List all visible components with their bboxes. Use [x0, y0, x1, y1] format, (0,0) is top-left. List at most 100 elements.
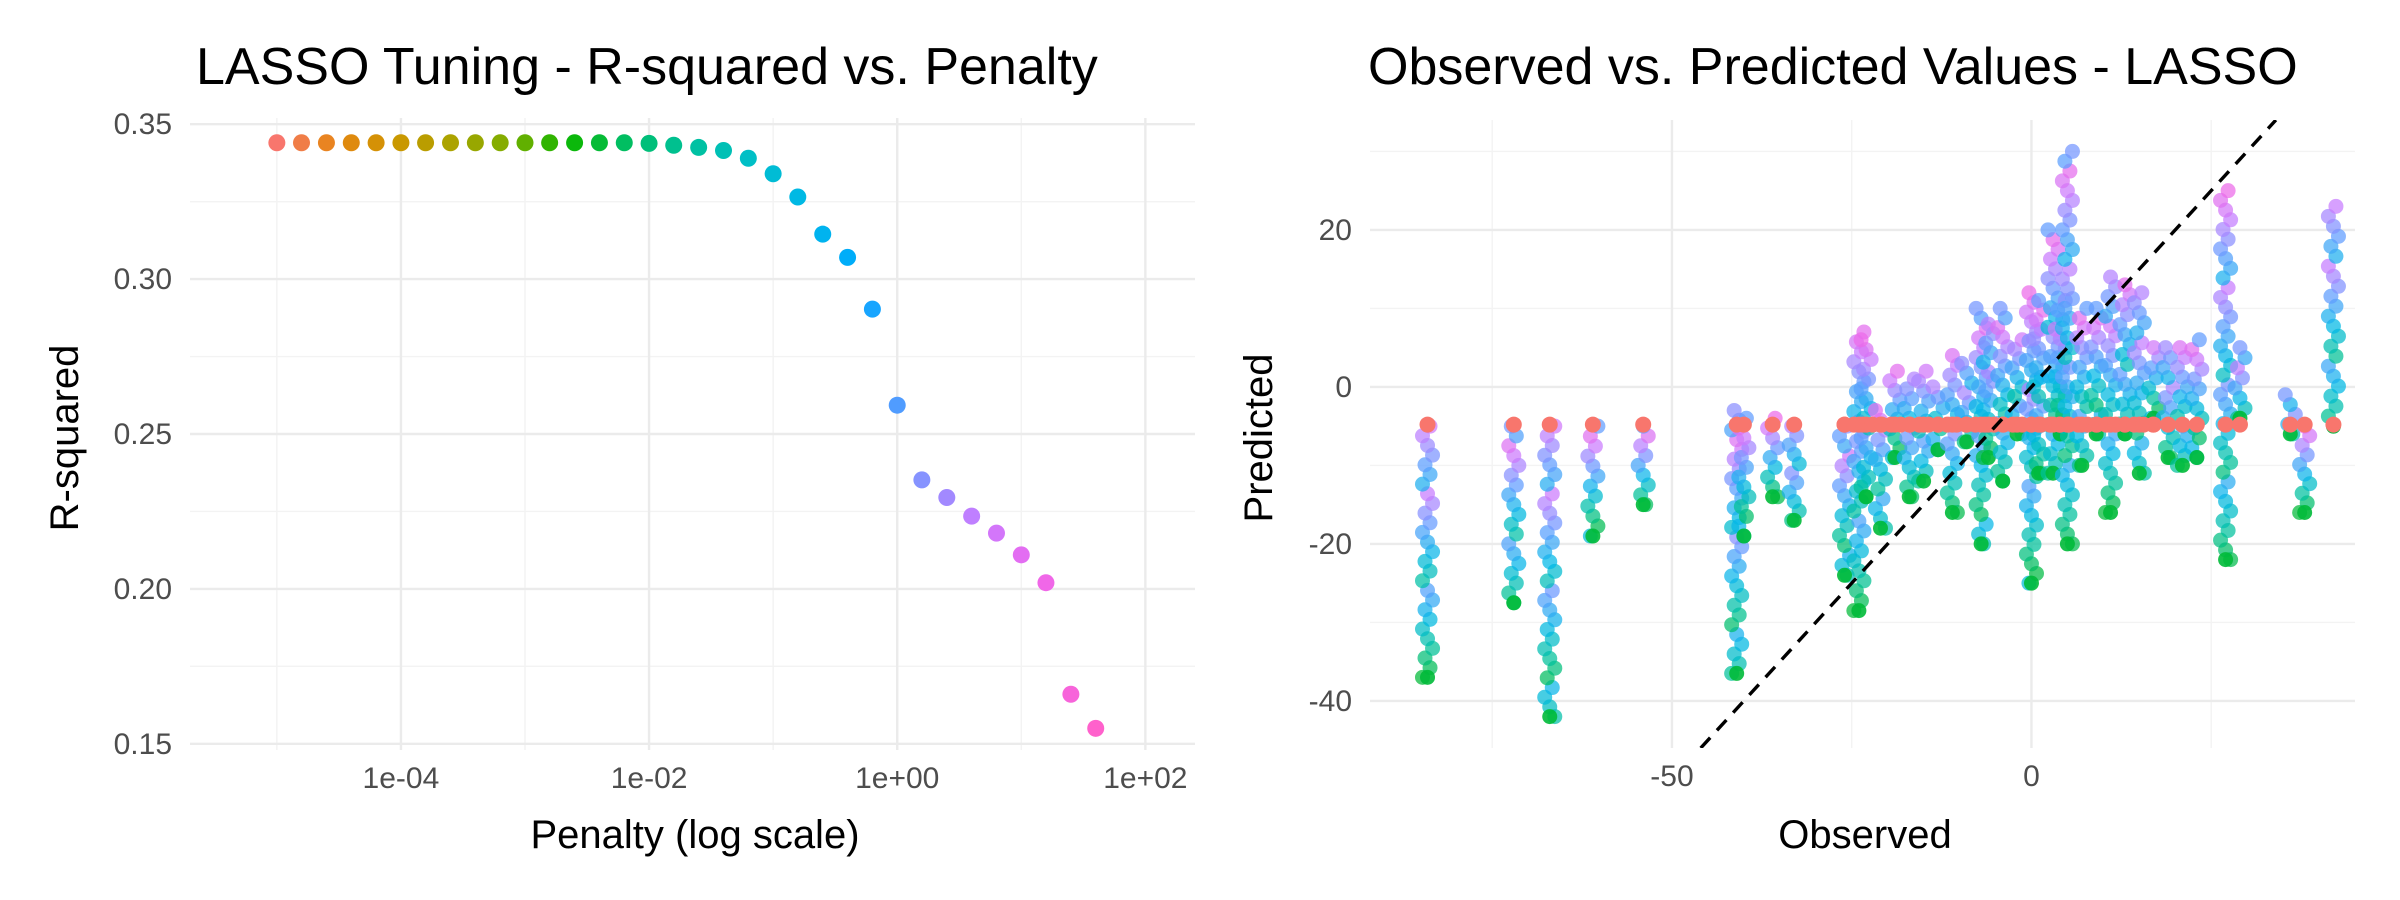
floor-point [2231, 416, 2248, 433]
tuning-point [342, 134, 360, 152]
observed-column [2292, 418, 2318, 520]
x-tick-label: -50 [1650, 760, 1693, 793]
prediction-point [1837, 567, 1853, 583]
observed-column [2213, 183, 2239, 568]
prediction-point [1916, 473, 1932, 489]
floor-predictions [1419, 416, 2342, 433]
tuning-point [938, 489, 956, 507]
prediction-point [1980, 450, 1996, 466]
prediction-point [1992, 300, 2008, 316]
prediction-point [1995, 473, 2011, 489]
observed-column [2184, 332, 2210, 466]
observed-predicted-points [1414, 143, 2346, 725]
prediction-point [2074, 457, 2090, 473]
tuning-point [417, 134, 435, 152]
floor-point [1764, 416, 1781, 433]
tuning-y-axis-title: R-squared [43, 345, 87, 532]
prediction-point [1420, 669, 1436, 685]
tuning-point [665, 136, 683, 154]
tuning-point [839, 248, 857, 266]
prediction-point [1872, 520, 1888, 536]
prediction-point [2103, 505, 2119, 520]
floor-point [1419, 416, 1436, 433]
floor-point [2325, 416, 2342, 433]
tuning-y-tick-labels: 0.15 0.20 0.25 0.30 0.35 [114, 108, 172, 761]
tuning-point [640, 134, 658, 152]
tuning-point [615, 134, 633, 152]
y-tick-label: 0.15 [114, 728, 172, 761]
prediction-point [1925, 379, 1941, 395]
prediction-point [1765, 489, 1781, 505]
tuning-point [590, 134, 608, 152]
prediction-point [1506, 595, 1522, 611]
prediction-point [1635, 497, 1651, 513]
tuning-point [367, 134, 385, 152]
floor-point [1541, 416, 1558, 433]
prediction-point [1867, 402, 1883, 418]
tuning-point [442, 134, 460, 152]
tuning-point [913, 471, 931, 489]
y-tick-label: 20 [1319, 214, 1352, 247]
prediction-point [2328, 198, 2344, 214]
prediction-point [2103, 269, 2119, 285]
tuning-point [268, 134, 286, 152]
floor-point [2296, 416, 2313, 433]
prediction-point [2172, 340, 2188, 356]
prediction-point [2131, 465, 2147, 481]
prediction-point [1973, 536, 1989, 552]
tuning-point [293, 134, 311, 152]
tuning-point [1012, 546, 1030, 564]
prediction-point [1959, 434, 1975, 450]
identity-reference-line [1699, 120, 2278, 748]
tuning-point [1087, 719, 1105, 737]
tuning-point [690, 138, 708, 156]
tuning-point [963, 507, 981, 525]
observed-column [1781, 418, 1807, 528]
prediction-point [1736, 528, 1752, 544]
floor-point [2188, 416, 2205, 433]
tuning-chart: 0.15 0.20 0.25 0.30 0.35 1e-04 1e-02 1e+00 1e+0… [43, 38, 1195, 857]
tuning-point [863, 300, 881, 318]
floor-point [1505, 416, 1522, 433]
tuning-x-tick-labels: 1e-04 1e-02 1e+00 1e+02 [363, 762, 1188, 795]
observed-column [2054, 143, 2080, 552]
tuning-chart-title: LASSO Tuning - R-squared vs. Penalty [196, 38, 1098, 96]
prediction-point [2174, 457, 2190, 473]
floor-point [2160, 416, 2177, 433]
y-tick-label: 0.35 [114, 108, 172, 141]
y-tick-label: 0.30 [114, 263, 172, 296]
tuning-point [814, 225, 832, 243]
prediction-point [1726, 402, 1742, 418]
tuning-point [1037, 574, 1055, 592]
tuning-point [789, 188, 807, 206]
floor-point [1635, 416, 1652, 433]
prediction-point [2059, 536, 2075, 552]
prediction-point [1786, 512, 1802, 528]
observed-column [1760, 410, 1786, 505]
observed-predicted-y-tick-labels: -40 -20 0 20 [1309, 214, 1352, 718]
prediction-point [1889, 363, 1905, 379]
y-tick-label: -20 [1309, 528, 1352, 561]
prediction-point [2031, 293, 2047, 309]
floor-point [1735, 416, 1752, 433]
tuning-point [715, 142, 733, 160]
prediction-point [2297, 505, 2313, 520]
observed-predicted-x-tick-labels: -50 0 [1650, 760, 2040, 793]
tuning-point [317, 134, 335, 152]
tuning-point [466, 134, 484, 152]
prediction-point [2023, 575, 2039, 591]
y-tick-label: 0.20 [114, 573, 172, 606]
prediction-point [1542, 709, 1558, 725]
x-tick-label: 0 [2023, 760, 2040, 793]
tuning-point [1062, 685, 1080, 703]
prediction-point [1851, 603, 1867, 619]
prediction-point [1954, 355, 1970, 371]
observed-column [1501, 418, 1527, 611]
prediction-point [1853, 332, 1869, 348]
floor-point [2174, 416, 2191, 433]
observed-column [1537, 418, 1563, 725]
prediction-point [2146, 340, 2162, 356]
y-tick-label: 0 [1335, 371, 1352, 404]
observed-column [2320, 198, 2346, 434]
